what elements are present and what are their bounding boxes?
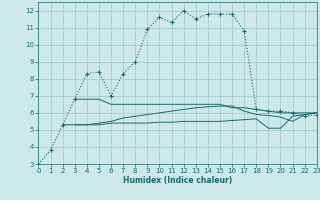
X-axis label: Humidex (Indice chaleur): Humidex (Indice chaleur) (123, 176, 232, 185)
